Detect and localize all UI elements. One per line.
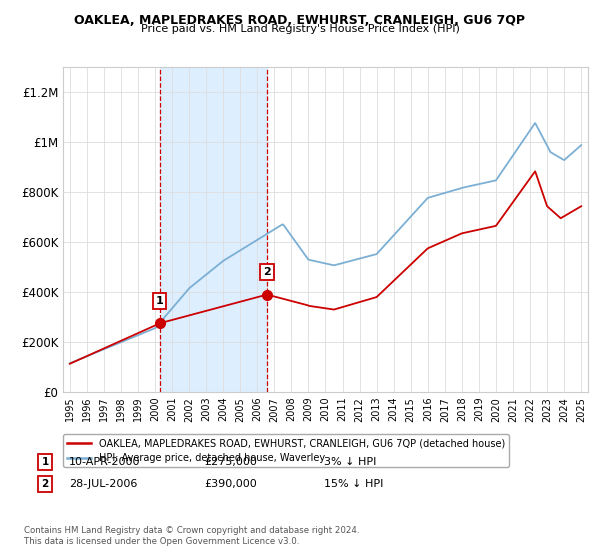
Text: 2: 2 [263,267,271,277]
Text: OAKLEA, MAPLEDRAKES ROAD, EWHURST, CRANLEIGH, GU6 7QP: OAKLEA, MAPLEDRAKES ROAD, EWHURST, CRANL… [74,14,526,27]
Text: 15% ↓ HPI: 15% ↓ HPI [324,479,383,489]
Text: Price paid vs. HM Land Registry's House Price Index (HPI): Price paid vs. HM Land Registry's House … [140,24,460,34]
Bar [160,67,267,392]
Text: 2: 2 [41,479,49,489]
Text: 1: 1 [41,457,49,467]
Text: £390,000: £390,000 [204,479,257,489]
Text: 28-JUL-2006: 28-JUL-2006 [69,479,137,489]
Text: 3% ↓ HPI: 3% ↓ HPI [324,457,376,467]
Text: Contains HM Land Registry data © Crown copyright and database right 2024.
This d: Contains HM Land Registry data © Crown c… [24,526,359,546]
Text: 1: 1 [156,296,164,306]
Text: £275,000: £275,000 [204,457,257,467]
Text: 10-APR-2000: 10-APR-2000 [69,457,140,467]
Legend: OAKLEA, MAPLEDRAKES ROAD, EWHURST, CRANLEIGH, GU6 7QP (detached house), HPI: Ave: OAKLEA, MAPLEDRAKES ROAD, EWHURST, CRANL… [63,434,509,467]
